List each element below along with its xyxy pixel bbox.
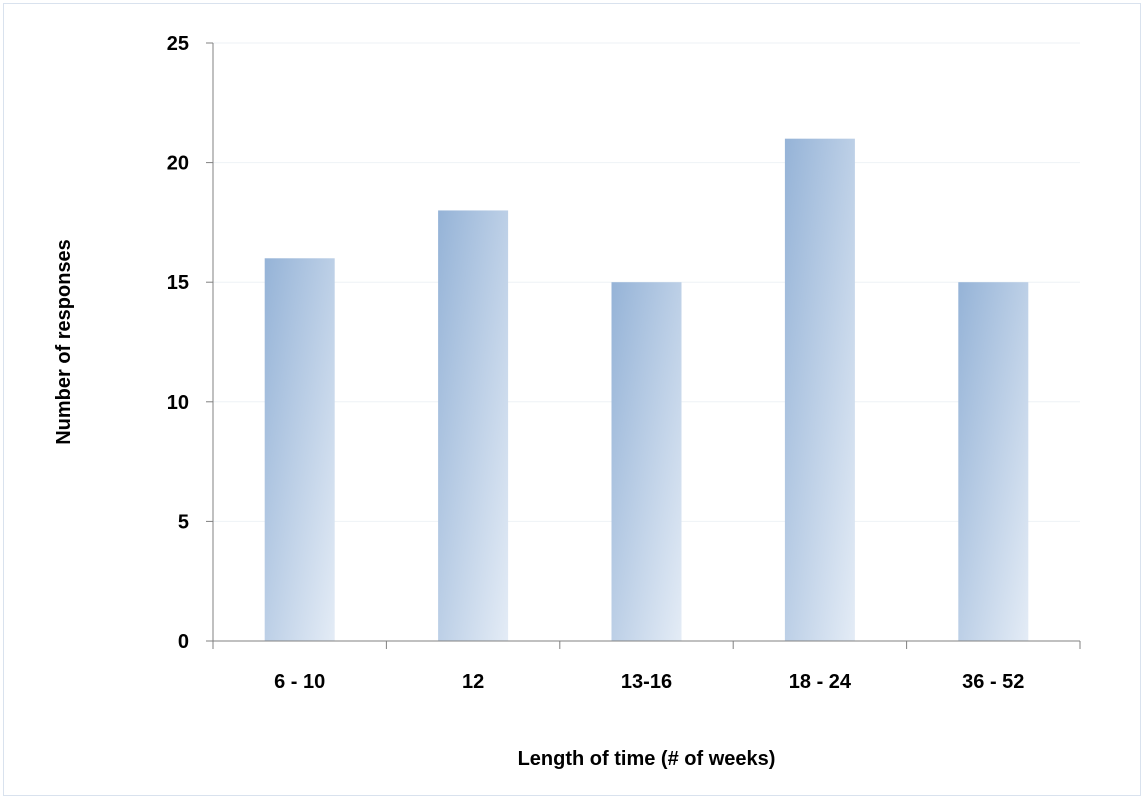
bar [611, 282, 682, 641]
x-tick-label: 6 - 10 [274, 671, 325, 693]
y-tick-label: 10 [167, 392, 189, 414]
x-tick-labels: 6 - 10 12 13-16 18 - 24 36 - 52 [274, 671, 1024, 693]
x-tick-label: 12 [462, 671, 484, 693]
y-tick-label: 15 [167, 272, 189, 294]
bar [958, 282, 1029, 641]
bars [264, 138, 1029, 641]
y-tick-label: 5 [178, 511, 189, 533]
x-tick-label: 18 - 24 [789, 671, 852, 693]
bar [264, 258, 335, 641]
x-tick-label: 13-16 [621, 671, 672, 693]
y-tick-label: 0 [178, 631, 189, 653]
y-axis-title: Number of responses [53, 239, 75, 445]
y-tick-label: 25 [167, 33, 189, 55]
y-tick-labels: 0 5 10 15 20 25 [167, 33, 189, 653]
bar [784, 138, 855, 641]
bar [438, 210, 509, 641]
chart-frame [3, 3, 1141, 796]
x-axis-title: Length of time (# of weeks) [518, 748, 776, 770]
axes [206, 42, 1081, 649]
y-tick-label: 20 [167, 153, 189, 175]
x-tick-label: 36 - 52 [962, 671, 1024, 693]
